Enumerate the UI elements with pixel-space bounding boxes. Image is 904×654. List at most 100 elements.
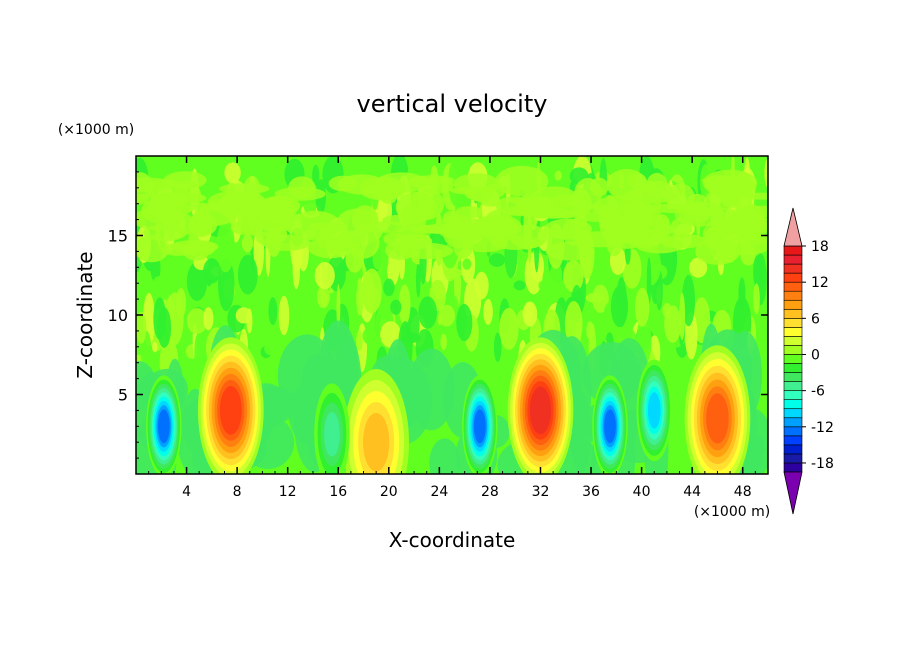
turbulence-patch xyxy=(175,288,187,319)
turbulence-patch xyxy=(141,198,183,224)
turbulence-patch xyxy=(316,285,330,309)
turbulence-patch xyxy=(634,287,650,327)
colorbar: 18 12 6 0 -6 -12 -18 xyxy=(783,207,834,515)
turbulence-patch xyxy=(355,330,363,352)
turbulence-patch xyxy=(702,169,758,196)
turbulence-patch xyxy=(483,298,493,325)
turbulence-patch xyxy=(312,164,320,186)
weak-downdraft-patch xyxy=(408,348,455,431)
turbulence-patch xyxy=(718,218,738,237)
downdraft-cell xyxy=(592,375,628,474)
turbulence-patch xyxy=(493,332,502,363)
y-tick-label: 5 xyxy=(118,386,128,405)
turbulence-patch xyxy=(336,230,367,246)
colorbar-bin xyxy=(783,435,803,446)
colorbar-bin xyxy=(783,281,803,292)
updraft-cell xyxy=(507,337,574,474)
x-tick-label: 32 xyxy=(532,484,550,500)
turbulence-patch xyxy=(543,218,592,240)
colorbar-bin xyxy=(783,417,803,428)
turbulence-patch xyxy=(478,335,497,359)
turbulence-patch xyxy=(513,280,526,291)
downdraft-contour xyxy=(157,409,170,444)
colorbar-bin xyxy=(783,318,803,328)
downdraft-contour xyxy=(604,409,616,444)
downdraft-contour xyxy=(324,411,340,457)
turbulence-patch xyxy=(689,257,708,278)
turbulence-patch xyxy=(288,176,316,200)
turbulence-patch xyxy=(136,177,175,193)
turbulence-patch xyxy=(203,307,214,331)
x-tick-label: 24 xyxy=(430,484,448,500)
colorbar-tick-label: 18 xyxy=(811,239,829,255)
turbulence-patch xyxy=(264,341,277,356)
colorbar-bin xyxy=(783,444,803,455)
colorbar-bin xyxy=(783,390,803,400)
turbulence-patch xyxy=(764,158,768,188)
turbulence-patch xyxy=(408,177,439,186)
turbulence-patch xyxy=(309,222,349,232)
turbulence-patch xyxy=(399,242,453,260)
colorbar-tick-label: 0 xyxy=(811,347,820,363)
turbulence-patch xyxy=(356,277,364,316)
x-tick-label: 44 xyxy=(683,484,701,500)
colorbar-bin xyxy=(783,381,803,391)
colorbar-tick-label: 12 xyxy=(811,275,829,291)
updraft-contour xyxy=(219,386,242,435)
y-tick-label: 15 xyxy=(108,227,128,246)
turbulence-patch xyxy=(337,174,386,195)
colorbar-bin xyxy=(783,245,803,256)
turbulence-patch xyxy=(153,275,169,286)
y-unit-label: (×1000 m) xyxy=(58,122,134,138)
turbulence-patch xyxy=(235,307,252,324)
turbulence-patch xyxy=(383,278,395,297)
turbulence-patch xyxy=(645,180,673,198)
turbulence-patch xyxy=(564,300,583,347)
colorbar-bin xyxy=(783,453,803,464)
x-tick-label: 12 xyxy=(279,484,297,500)
colorbar-bin xyxy=(783,336,803,346)
updraft-contour xyxy=(363,412,390,472)
downdraft-cell xyxy=(636,359,672,462)
colorbar-tick-label: -6 xyxy=(811,384,825,400)
turbulence-patch xyxy=(236,208,289,237)
turbulence-patch xyxy=(382,214,425,226)
turbulence-patch xyxy=(336,284,341,331)
turbulence-patch xyxy=(186,308,208,334)
colorbar-bin xyxy=(783,363,803,373)
turbulence-patch xyxy=(136,311,147,344)
turbulence-patch xyxy=(186,261,208,301)
turbulence-patch xyxy=(688,201,706,209)
turbulence-patch xyxy=(509,197,554,206)
turbulence-patch xyxy=(753,283,760,315)
turbulence-patch xyxy=(499,307,519,350)
x-tick-label: 8 xyxy=(233,484,242,500)
turbulence-patch xyxy=(168,193,207,204)
turbulence-patch xyxy=(194,335,200,376)
colorbar-bin xyxy=(783,345,803,355)
turbulence-patch xyxy=(461,235,508,253)
turbulence-patch xyxy=(563,260,584,293)
y-axis-title: Z-coordinate xyxy=(73,251,97,378)
turbulence-patch xyxy=(160,247,172,301)
colorbar-extend-max xyxy=(783,207,803,247)
colorbar-bin xyxy=(783,290,803,301)
turbulence-patch xyxy=(351,205,379,233)
colorbar-bin xyxy=(783,299,803,310)
turbulence-patch xyxy=(585,292,605,303)
turbulence-patch xyxy=(620,213,669,233)
turbulence-patch xyxy=(390,299,402,315)
colorbar-bin xyxy=(783,399,803,410)
colorbar-extend-min xyxy=(783,471,803,515)
turbulence-patch xyxy=(278,295,290,336)
x-axis: 4 8 12 16 20 24 28 32 36 40 44 48 xyxy=(148,156,756,500)
downdraft-cell xyxy=(462,375,498,474)
downdraft-contour xyxy=(647,392,661,429)
colorbar-tick-label: -12 xyxy=(811,420,834,436)
turbulence-patch xyxy=(456,303,473,342)
turbulence-patch xyxy=(192,241,216,256)
colorbar-tick-label: 6 xyxy=(811,311,820,327)
turbulence-patch xyxy=(646,257,652,305)
x-tick-label: 16 xyxy=(329,484,347,500)
